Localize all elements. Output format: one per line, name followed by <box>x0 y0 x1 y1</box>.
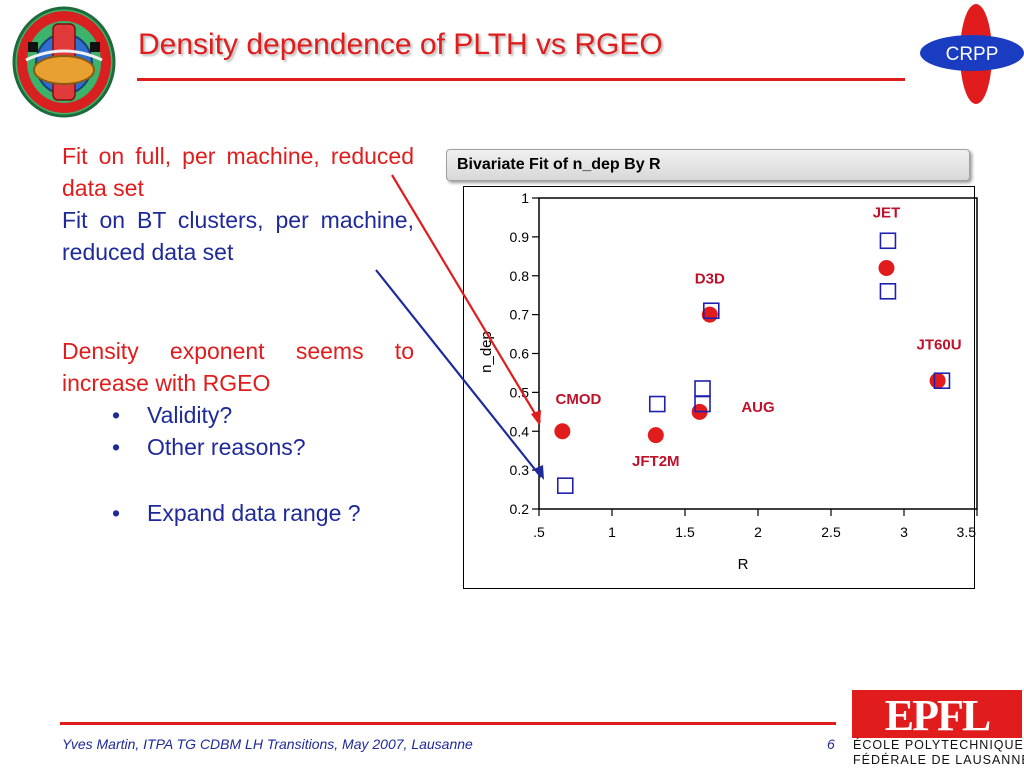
y-tick-label: 0.9 <box>510 229 530 245</box>
data-point-circle <box>554 423 571 440</box>
data-point-square <box>933 372 951 390</box>
y-axis-label: n_dep <box>478 331 495 373</box>
x-tick-label: .5 <box>533 524 545 540</box>
x-axis-label: R <box>738 556 749 573</box>
machine-label: D3D <box>695 271 725 288</box>
red-arrow-head <box>531 410 541 426</box>
footer-rule <box>60 722 836 725</box>
data-point-circle <box>929 372 946 389</box>
data-point-circle <box>647 427 664 444</box>
y-tick-label: 0.6 <box>510 346 530 362</box>
x-tick-label: 1.5 <box>675 524 695 540</box>
bullet-validity: Validity? <box>112 399 306 431</box>
density-exponent-text: Density exponent seems to increase with … <box>62 338 414 396</box>
tokamak-logo <box>12 6 116 118</box>
machine-label: CMOD <box>556 391 602 408</box>
machine-label: JT60U <box>917 337 962 354</box>
footer-text: Yves Martin, ITPA TG CDBM LH Transitions… <box>62 736 473 752</box>
chart-header: Bivariate Fit of n_dep By R <box>446 149 970 181</box>
epfl-logo-text: EPFL <box>885 691 990 738</box>
y-tick-label: 0.4 <box>510 423 530 439</box>
y-tick-label: 0.7 <box>510 307 530 323</box>
epfl-line-1: ÉCOLE POLYTECHNIQUE <box>853 738 1024 752</box>
y-tick-label: 0.2 <box>510 501 530 517</box>
bullet-other-reasons: Other reasons? <box>112 431 306 463</box>
x-tick-label: 3.5 <box>957 524 977 540</box>
machine-label: JFT2M <box>632 453 680 470</box>
bullet-list-2: Expand data range ? <box>112 497 361 529</box>
data-point-circle <box>878 259 895 276</box>
y-tick-label: 1 <box>521 190 529 206</box>
y-tick-label: 0.8 <box>510 268 530 284</box>
crpp-logo: CRPP <box>920 4 1024 104</box>
blue-arrow-head <box>534 465 544 480</box>
x-tick-label: 2 <box>754 524 762 540</box>
fit-full-text: Fit on full, per machine, reduced data s… <box>62 143 414 201</box>
chart-frame <box>463 186 975 589</box>
bullet-expand-range: Expand data range ? <box>112 497 361 529</box>
x-tick-label: 2.5 <box>821 524 841 540</box>
x-tick-label: 3 <box>900 524 908 540</box>
fit-bt-text: Fit on BT clusters, per machine, reduced… <box>62 207 414 265</box>
plot-area <box>538 197 978 510</box>
epfl-line-2: FÉDÉRALE DE LAUSANNE <box>853 753 1024 767</box>
blue-arrow-line <box>375 269 542 478</box>
chart-header-label: Bivariate Fit of n_dep By R <box>457 156 661 173</box>
machine-label: JET <box>873 204 901 221</box>
data-point-square <box>702 302 720 320</box>
data-point-square <box>879 232 897 250</box>
red-arrow-line <box>391 174 541 423</box>
title-underline <box>137 78 905 81</box>
data-point-square <box>694 395 711 413</box>
page-number: 6 <box>827 736 835 752</box>
data-point-square <box>556 477 574 494</box>
slide-title: Density dependence of PLTH vs RGEO <box>138 28 663 61</box>
data-point-square <box>879 282 897 300</box>
data-point-square <box>694 380 711 397</box>
x-tick-label: 1 <box>608 524 616 540</box>
bullet-list: Validity? Other reasons? <box>112 399 306 463</box>
crpp-logo-text: CRPP <box>946 44 999 65</box>
data-point-square <box>648 395 666 413</box>
epfl-logo: EPFL <box>852 690 1022 738</box>
machine-label: AUG <box>741 399 774 416</box>
y-tick-label: 0.3 <box>510 462 530 478</box>
